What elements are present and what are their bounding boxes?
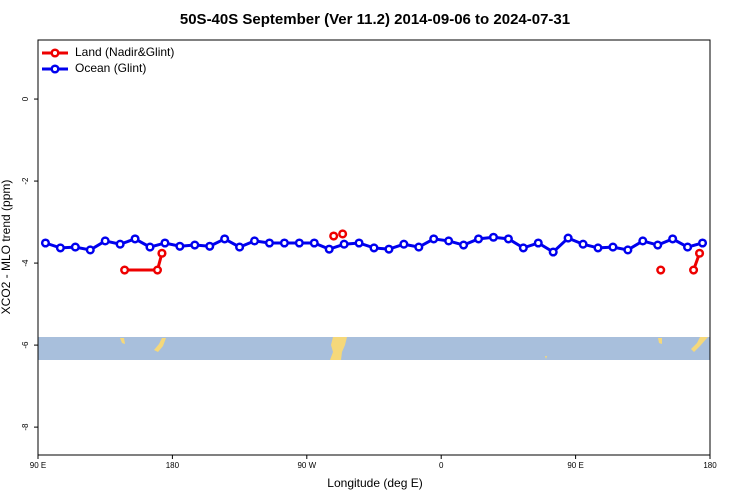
point [152,265,163,275]
point [689,265,699,275]
point [190,240,200,250]
point [668,234,678,244]
point [399,239,409,249]
point [459,240,469,250]
point [638,236,648,246]
point [279,238,289,248]
point [653,240,663,250]
x-tick-label: 90 E [30,461,46,470]
point [130,234,140,244]
point [294,238,304,248]
point [608,242,618,252]
point [175,241,185,251]
point [120,265,130,275]
point [115,239,125,249]
land-patch [691,337,708,352]
y-tick-label: -6 [21,341,30,349]
point [563,233,573,243]
y-tick-label: -2 [21,177,30,185]
point [100,236,110,246]
point [85,245,95,255]
point [473,234,484,244]
point [354,238,364,248]
y-axis-label: XCO2 - MLO trend (ppm) [0,180,13,315]
point [697,238,708,248]
legend-label: Ocean (Glint) [75,61,146,75]
point [503,234,513,244]
point [444,236,454,246]
point [309,238,319,248]
point [683,242,693,252]
point [338,229,348,239]
y-tick-label: 0 [21,96,30,101]
x-axis-label: Longitude (deg E) [327,476,422,490]
land-patch [658,338,662,344]
land-patch [120,338,125,344]
point [157,248,167,258]
point [339,239,349,249]
x-tick-label: 180 [166,461,180,470]
point [429,234,439,244]
point [249,236,260,246]
point [518,243,528,253]
land-patch [154,338,166,352]
point [548,247,558,257]
y-tick-label: -8 [21,423,30,431]
x-tick-label: 90 W [297,461,316,470]
land-patch [545,356,547,359]
x-tick-label: 0 [439,461,444,470]
series-line [124,252,701,272]
point [205,241,215,251]
legend-label: Land (Nadir&Glint) [75,45,174,59]
point [656,265,666,275]
point [235,242,245,252]
x-tick-label: 180 [703,461,717,470]
x-tick-label: 90 E [567,461,583,470]
point [329,231,339,241]
ocean-strip [38,337,710,360]
point [40,238,51,248]
plot-frame [37,39,711,456]
chart-title: 50S-40S September (Ver 11.2) 2014-09-06 … [180,11,570,28]
point [593,243,603,253]
legend-marker [50,48,60,58]
point [694,248,705,258]
point [623,245,633,255]
legend-marker [50,64,60,74]
point [145,242,155,252]
map-strip [38,337,710,360]
point [55,243,65,253]
point [488,232,499,242]
point [533,238,543,248]
point [384,244,394,254]
point [369,243,379,253]
point [324,244,334,254]
point [70,242,80,252]
point [264,238,275,248]
point [578,239,588,249]
point [414,242,424,252]
land-patch [330,337,347,360]
y-tick-label: -4 [21,259,30,267]
point [160,238,170,248]
point [220,234,230,244]
